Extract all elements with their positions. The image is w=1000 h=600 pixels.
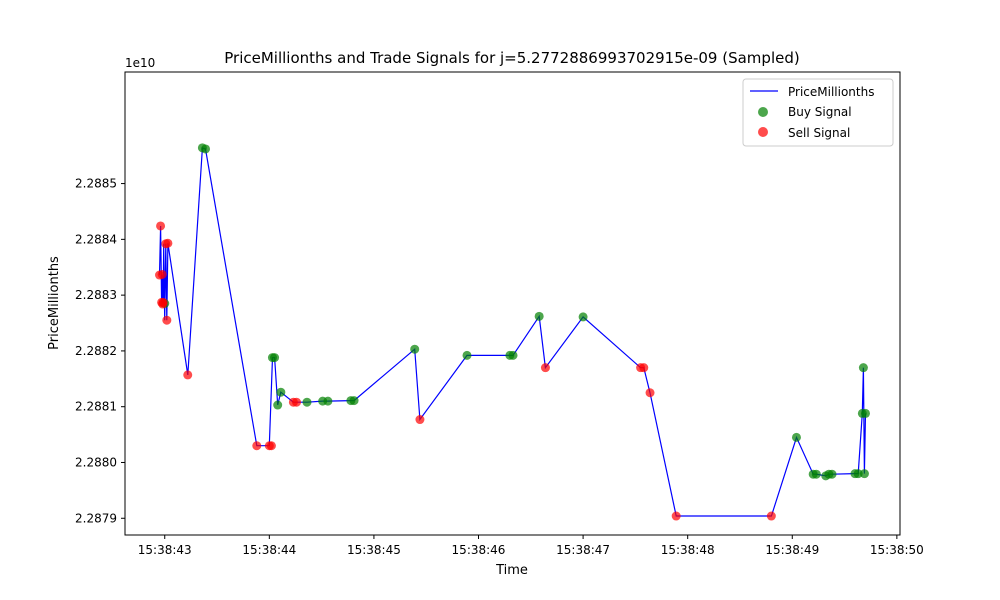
sell-signal-point [671, 511, 681, 521]
y-tick-label: 2.2882 [75, 344, 117, 358]
buy-signal-point [578, 312, 588, 322]
buy-signal-point [276, 387, 286, 397]
x-tick-label: 15:38:48 [661, 543, 715, 557]
buy-signal-point [508, 350, 518, 360]
y-tick-label: 2.2885 [75, 177, 117, 191]
buy-signal-point [349, 396, 359, 406]
buy-signal-point [811, 469, 821, 479]
y-tick-label: 2.2879 [75, 511, 117, 525]
x-axis: 15:38:43 15:38:44 15:38:45 15:38:46 15:38:47… [138, 535, 924, 557]
buy-signal-point [859, 469, 869, 479]
legend: PriceMillionths Buy Signal Sell Signal [742, 78, 894, 147]
chart-title: PriceMillionths and Trade Signals for j=… [224, 49, 799, 67]
y-axis-label: PriceMillionths [47, 256, 62, 350]
legend-label-price: PriceMillionths [788, 85, 874, 99]
y-tick-label: 2.2883 [75, 288, 117, 302]
sell-signal-point [292, 397, 302, 407]
buy-signal-point [853, 469, 863, 479]
buy-signal-point [534, 311, 544, 321]
legend-label-buy: Buy Signal [788, 105, 852, 119]
x-axis-label: Time [495, 563, 528, 578]
x-tick-label: 15:38:45 [347, 543, 401, 557]
x-tick-label: 15:38:47 [556, 543, 610, 557]
sell-signal-point [766, 511, 776, 521]
buy-signal-point [827, 469, 837, 479]
buy-signal-point [273, 400, 283, 410]
sell-signal-point [158, 297, 168, 307]
sell-signal-point [163, 238, 173, 248]
x-tick-label: 15:38:44 [242, 543, 296, 557]
sell-signal-point [156, 221, 166, 231]
x-tick-label: 15:38:43 [138, 543, 192, 557]
sell-signal-point [645, 388, 655, 398]
legend-sell-swatch [758, 127, 768, 137]
legend-label-sell: Sell Signal [788, 126, 850, 140]
legend-frame [742, 78, 894, 147]
buy-signal-point [858, 363, 868, 373]
sell-signal-point [183, 370, 193, 380]
sell-signal-point [266, 441, 276, 451]
buy-signal-point [791, 432, 801, 442]
plot-area [125, 72, 900, 535]
sell-signal-point [639, 363, 649, 373]
legend-buy-swatch [758, 107, 768, 117]
y-offset-label: 1e10 [125, 56, 155, 70]
x-tick-label: 15:38:50 [870, 543, 924, 557]
y-tick-label: 2.2884 [75, 232, 117, 246]
data-layer [155, 143, 870, 521]
y-tick-label: 2.2881 [75, 400, 117, 414]
buy-signal-point [860, 408, 870, 418]
y-tick-label: 2.2880 [75, 455, 117, 469]
buy-signal-point [323, 396, 333, 406]
x-tick-label: 15:38:46 [452, 543, 506, 557]
buy-signal-point [462, 350, 472, 360]
buy-signal-point [270, 353, 280, 363]
sell-signal-point [540, 363, 550, 373]
y-axis: 2.2879 2.2880 2.2881 2.2882 2.2883 2.2884 2.28… [75, 177, 125, 525]
sell-signal-point [252, 441, 262, 451]
buy-signal-point [201, 144, 211, 154]
sell-signal-point [415, 415, 425, 425]
sell-signal-point [162, 315, 172, 325]
buy-signal-point [302, 397, 312, 407]
plot-frame [124, 71, 901, 536]
buy-signal-point [410, 344, 420, 354]
sell-signal-point [157, 269, 167, 279]
x-tick-label: 15:38:49 [765, 543, 819, 557]
